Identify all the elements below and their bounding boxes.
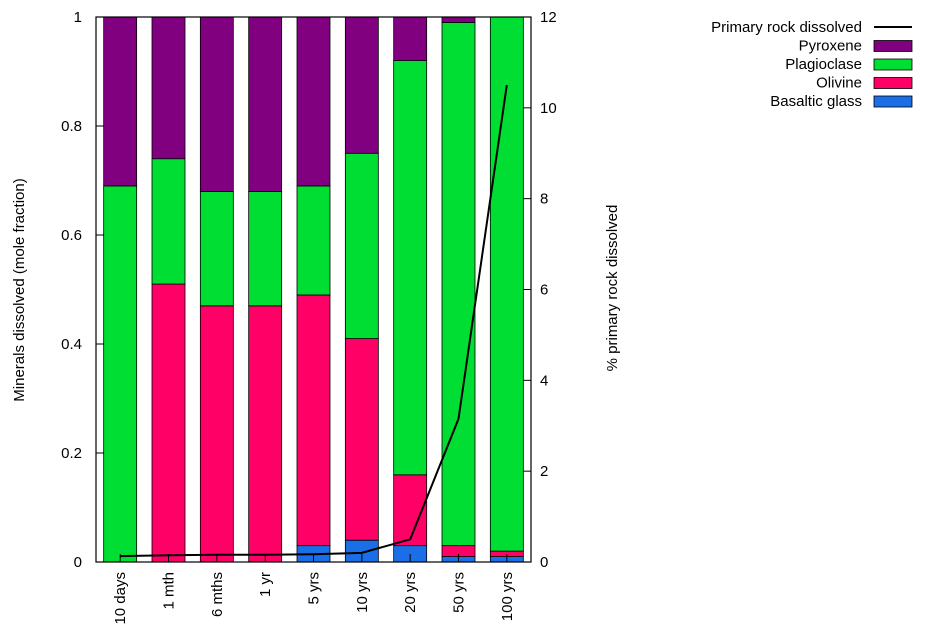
y2-tick-label: 6 [540,282,548,299]
legend: Primary rock dissolved PyroxenePlagioclas… [711,19,913,110]
bar-olivine-6-mths [199,305,234,563]
bar-olivine-1-mth [151,283,186,563]
bar-plagioclase-20-yrs [393,60,428,476]
y-tick-label: 0.8 [61,118,82,135]
bars-layer [103,16,524,563]
bar-pyroxene-50-yrs [441,16,476,23]
bar-pyroxene-1-mth [151,16,186,160]
bar-plagioclase-5-yrs [296,185,331,296]
x-tick-label: 1 mth [161,572,178,610]
bar-olivine-5-yrs [296,294,331,547]
x-tick-label: 10 days [112,572,129,625]
y2-tick-label: 12 [540,9,557,26]
bar-plagioclase-50-yrs [441,22,476,547]
y2-tick-label: 2 [540,463,548,480]
x-tick-label: 50 yrs [451,572,468,613]
bar-pyroxene-20-yrs [393,16,428,61]
x-tick-label: 20 yrs [402,572,419,613]
bar-pyroxene-1-yr [248,16,283,192]
bar-plagioclase-10-yrs [344,152,379,339]
y2-tick-label: 10 [540,100,557,117]
bar-pyroxene-10-yrs [344,16,379,154]
x-tick-label: 10 yrs [354,572,371,613]
x-tick-label: 5 yrs [306,572,323,605]
y2-axis-title: % primary rock dissolved [604,205,621,372]
x-tick-label: 1 yr [257,572,274,597]
legend-label-pyroxene: Pyroxene [799,38,862,55]
bar-pyroxene-10-days [103,16,138,187]
y-tick-label: 0.4 [61,336,82,353]
bar-plagioclase-6-mths [199,190,234,307]
bar-pyroxene-5-yrs [296,16,331,187]
legend-swatch-pyroxene [873,40,913,52]
legend-label-basaltic-glass: Basaltic glass [770,93,862,110]
legend-swatch-basaltic-glass [873,95,913,108]
legend-swatch-plagioclase [873,58,913,71]
bar-plagioclase-1-yr [248,190,283,307]
legend-label-plagioclase: Plagioclase [785,56,862,73]
bar-olivine-1-yr [248,305,283,563]
bar-plagioclase-10-days [103,185,138,563]
legend-label-primary-rock-dissolved: Primary rock dissolved [711,19,862,36]
x-tick-label: 100 yrs [499,572,516,621]
y-tick-label: 1 [74,9,82,26]
y2-tick-label: 0 [540,554,548,571]
bar-olivine-10-yrs [344,338,379,541]
y-tick-label: 0 [74,554,82,571]
y-tick-label: 0.2 [61,445,82,462]
x-tick-label: 6 mths [209,572,226,617]
bar-plagioclase-1-mth [151,158,186,285]
y-axis-title: Minerals dissolved (mole fraction) [11,178,28,401]
y2-tick-label: 8 [540,191,548,208]
legend-swatch-olivine [873,77,913,89]
y2-tick-label: 4 [540,372,548,389]
bar-plagioclase-100-yrs [489,16,524,552]
y-tick-label: 0.6 [61,227,82,244]
legend-label-olivine: Olivine [816,75,862,92]
bar-pyroxene-6-mths [199,16,234,192]
